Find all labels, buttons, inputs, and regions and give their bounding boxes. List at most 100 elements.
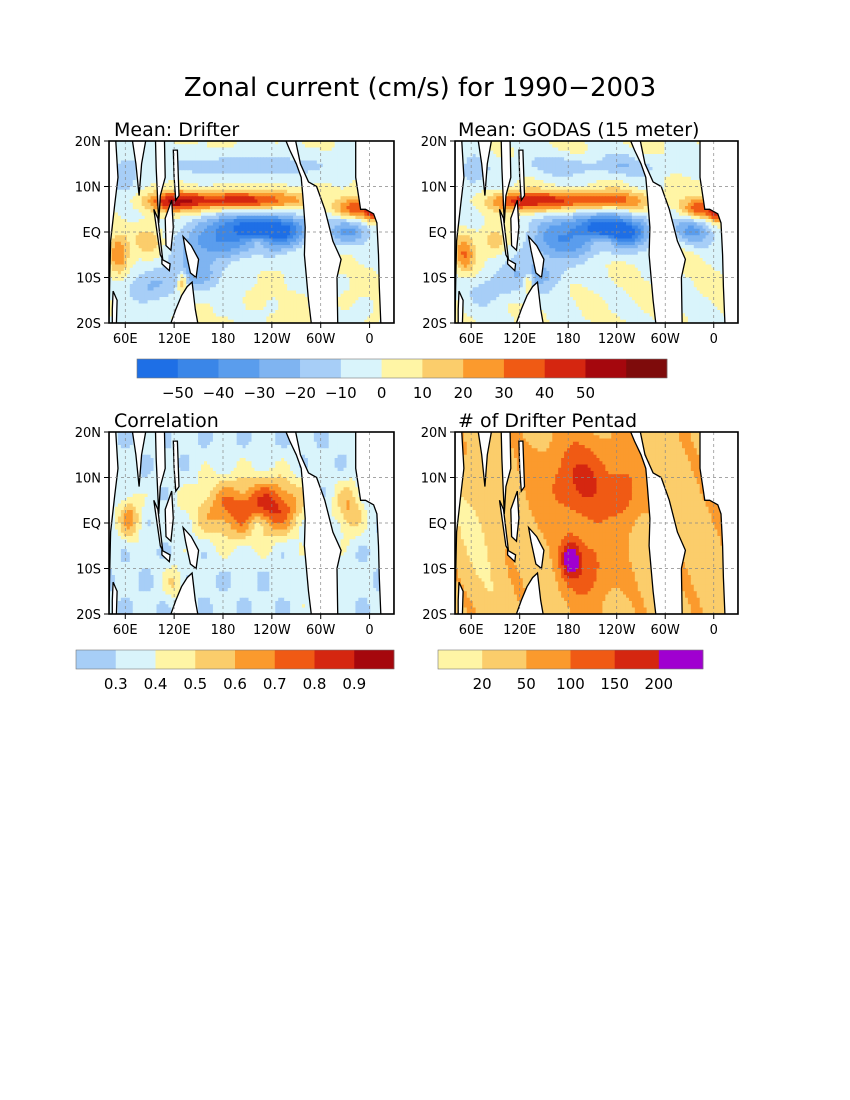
field-cell	[204, 183, 208, 188]
field-cell	[126, 232, 131, 236]
field-cell	[215, 267, 220, 272]
field-cell	[186, 144, 190, 149]
field-cell	[287, 215, 291, 220]
field-cell	[126, 167, 131, 171]
field-cell	[266, 293, 270, 298]
field-cell	[230, 154, 235, 158]
field-cell	[251, 206, 256, 210]
field-cell	[301, 264, 306, 269]
field-cell	[215, 251, 220, 256]
field-cell	[272, 271, 276, 275]
field-cell	[117, 212, 122, 217]
field-cell	[293, 206, 297, 210]
field-cell	[227, 300, 232, 305]
field-cell	[373, 293, 377, 298]
field-cell	[334, 163, 339, 168]
field-cell	[284, 284, 288, 288]
field-cell	[263, 264, 267, 269]
field-cell	[278, 241, 282, 246]
field-cell	[117, 170, 122, 175]
field-cell	[212, 300, 217, 305]
field-cell	[215, 144, 220, 149]
field-cell	[117, 241, 122, 246]
field-cell	[141, 228, 146, 233]
field-cell	[325, 189, 330, 194]
field-cell	[239, 186, 244, 191]
field-cell	[138, 209, 143, 214]
field-cell	[212, 209, 217, 214]
field-cell	[242, 215, 247, 220]
field-cell	[266, 228, 270, 233]
field-cell	[204, 235, 208, 240]
field-cell	[328, 154, 333, 158]
field-cell	[331, 225, 336, 230]
field-cell	[293, 277, 297, 282]
field-cell	[111, 284, 116, 288]
field-cell	[376, 274, 380, 279]
field-cell	[168, 251, 172, 256]
field-cell	[236, 300, 241, 305]
field-cell	[129, 300, 134, 305]
field-cell	[364, 261, 368, 266]
field-cell	[263, 228, 267, 233]
field-cell	[198, 193, 202, 197]
field-cell	[180, 277, 184, 282]
field-cell	[159, 297, 164, 301]
field-cell	[186, 167, 190, 171]
field-cell	[251, 248, 256, 253]
field-cell	[260, 277, 264, 282]
field-cell	[150, 150, 155, 155]
field-cell	[254, 235, 259, 240]
field-cell	[218, 297, 223, 301]
field-cell	[287, 264, 291, 269]
field-cell	[358, 251, 362, 256]
field-cell	[198, 173, 202, 178]
field-cell	[352, 306, 357, 311]
field-cell	[117, 264, 122, 269]
field-cell	[328, 225, 333, 230]
field-cell	[123, 245, 128, 249]
field-cell	[349, 284, 354, 288]
field-cell	[198, 248, 202, 253]
field-cell	[287, 180, 291, 184]
field-cell	[153, 186, 158, 191]
field-cell	[269, 300, 273, 305]
field-cell	[177, 245, 181, 249]
field-cell	[287, 219, 291, 223]
field-cell	[212, 280, 217, 285]
field-cell	[331, 150, 336, 155]
field-cell	[361, 219, 365, 223]
field-cell	[109, 267, 113, 272]
field-cell	[198, 209, 202, 214]
field-cell	[254, 264, 259, 269]
field-cell	[334, 186, 339, 191]
field-cell	[260, 206, 264, 210]
field-cell	[358, 258, 362, 262]
field-cell	[278, 202, 282, 207]
field-cell	[257, 254, 262, 259]
field-cell	[141, 251, 146, 256]
field-cell	[328, 202, 333, 207]
field-cell	[227, 154, 232, 158]
field-cell	[144, 141, 149, 145]
field-cell	[325, 167, 330, 171]
field-cell	[260, 150, 264, 155]
field-cell	[370, 280, 374, 285]
field-cell	[230, 254, 235, 259]
field-cell	[301, 147, 306, 152]
field-cell	[215, 209, 220, 214]
field-cell	[221, 196, 226, 201]
field-cell	[343, 235, 348, 240]
field-cell	[218, 209, 223, 214]
field-cell	[272, 199, 276, 204]
field-cell	[215, 300, 220, 305]
field-cell	[349, 144, 354, 149]
field-cell	[195, 206, 199, 210]
field-cell	[239, 274, 244, 279]
field-cell	[126, 180, 131, 184]
field-cell	[129, 141, 134, 145]
field-cell	[322, 144, 327, 149]
field-cell	[355, 277, 359, 282]
field-cell	[358, 254, 362, 259]
field-cell	[204, 186, 208, 191]
